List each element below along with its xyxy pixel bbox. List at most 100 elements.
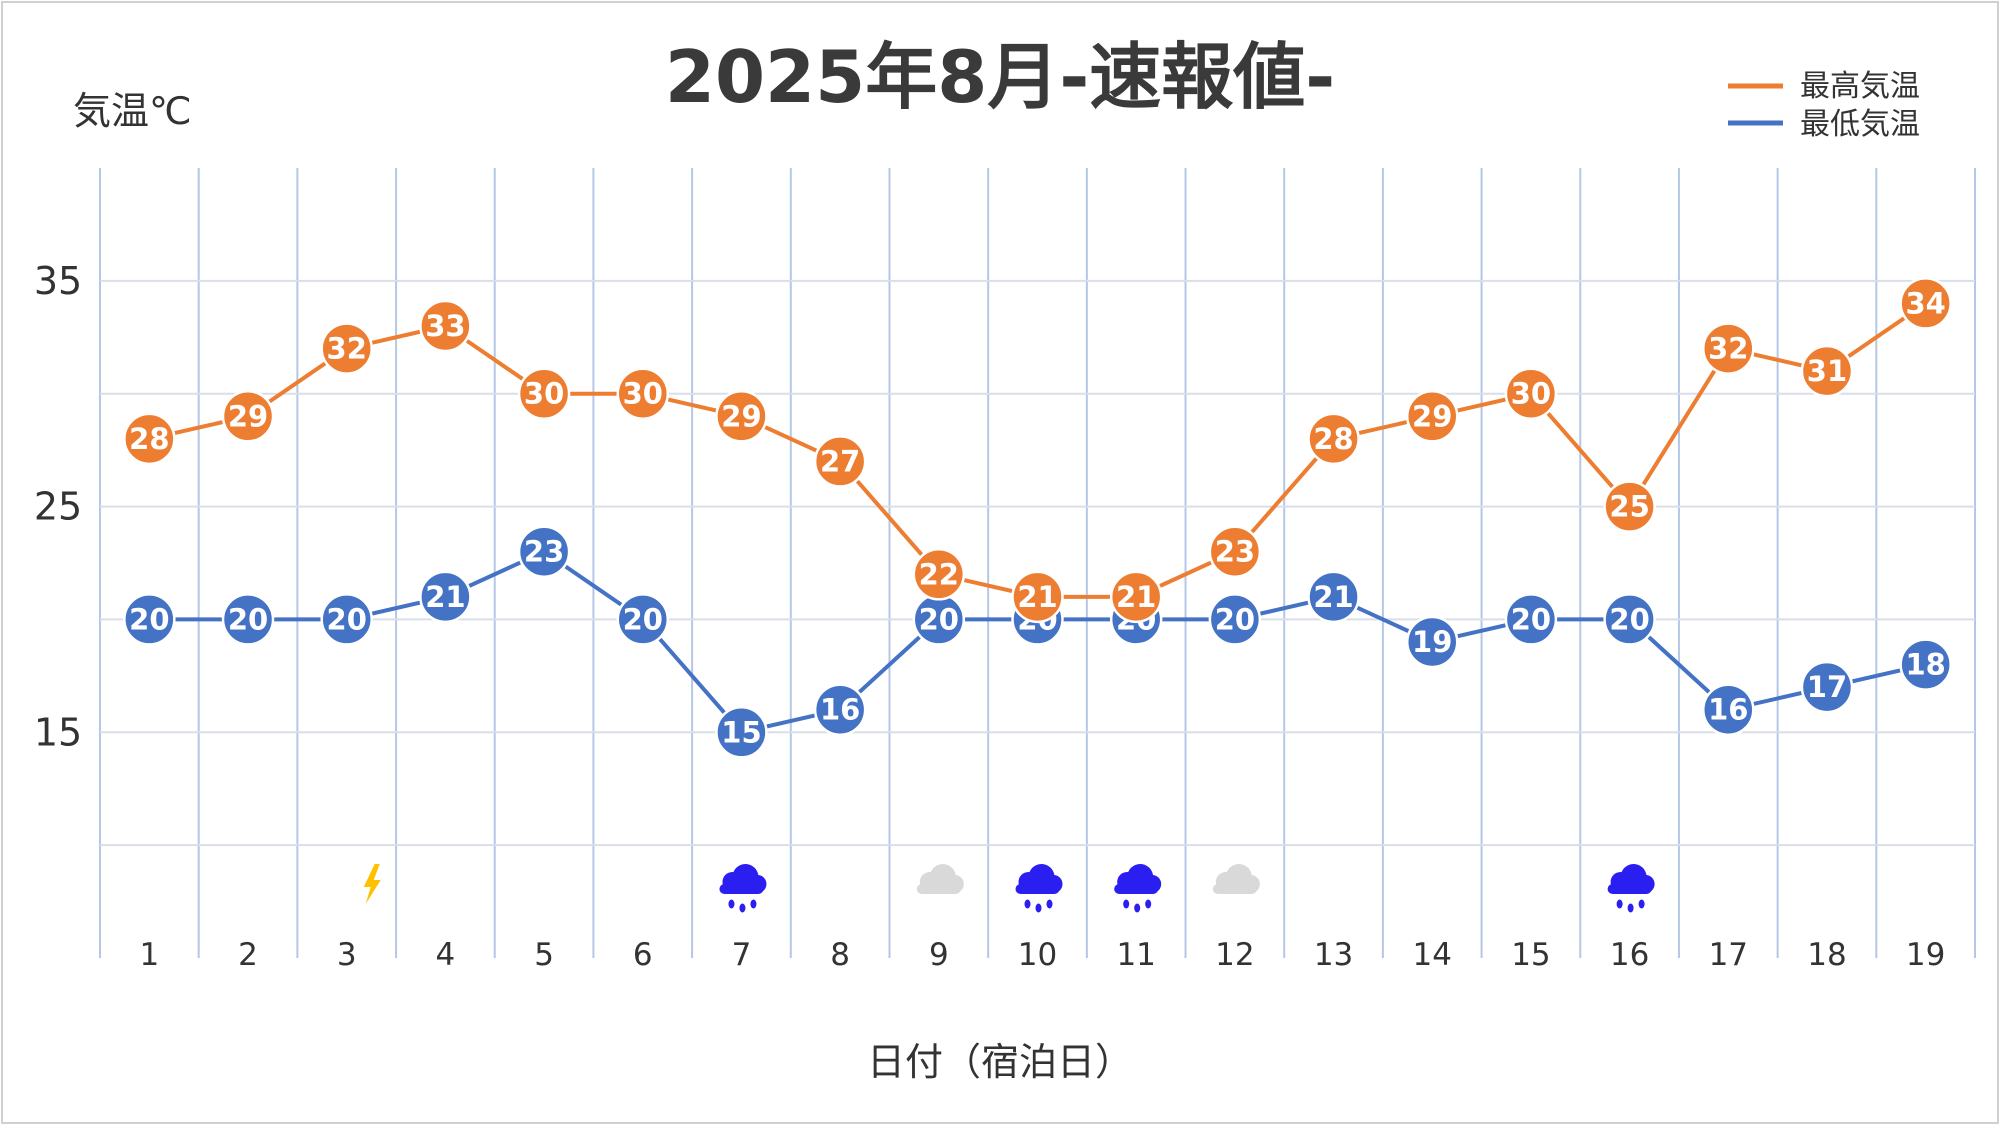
data-label: 27 <box>820 444 860 478</box>
x-tick-label: 16 <box>1610 937 1649 973</box>
data-point <box>221 593 275 646</box>
data-label: 22 <box>919 557 959 591</box>
data-label: 30 <box>623 377 663 411</box>
data-label: 20 <box>623 602 663 636</box>
y-axis-label: 気温℃ <box>73 89 192 133</box>
series-max: 28 29 32 33 30 30 29 27 22 21 21 23 28 29 30 25 32 31 34 <box>123 277 1952 624</box>
x-axis-ticks: 1 2 3 4 5 6 7 8 9 10 11 12 13 14 15 16 17 18 19 <box>139 937 1945 973</box>
data-point <box>1800 660 1854 714</box>
data-label: 18 <box>1905 648 1945 682</box>
data-point <box>616 593 670 646</box>
data-label: 25 <box>1609 490 1649 524</box>
rain-icon <box>1114 864 1162 913</box>
data-point <box>1800 344 1854 398</box>
data-label: 20 <box>1511 602 1551 636</box>
data-point <box>1603 480 1656 533</box>
data-label: 17 <box>1807 670 1847 704</box>
data-label: 15 <box>721 715 761 749</box>
data-point <box>1702 322 1755 375</box>
data-label: 21 <box>425 580 465 614</box>
x-tick-label: 9 <box>929 937 949 973</box>
weather-icons <box>363 864 1655 913</box>
data-label: 16 <box>820 693 860 727</box>
data-point <box>813 683 867 736</box>
data-label: 29 <box>1412 399 1452 433</box>
x-tick-label: 17 <box>1709 937 1748 973</box>
x-tick-label: 7 <box>732 937 752 973</box>
data-label: 21 <box>1313 580 1353 614</box>
data-label: 28 <box>129 422 169 456</box>
data-point <box>320 593 373 646</box>
y-tick-label: 15 <box>34 710 82 754</box>
data-label: 20 <box>919 602 959 636</box>
x-tick-label: 4 <box>436 937 456 973</box>
rain-icon <box>1015 864 1063 913</box>
data-point <box>813 435 867 488</box>
data-point <box>123 593 176 646</box>
data-point <box>320 322 373 375</box>
data-point <box>715 706 768 759</box>
rain-icon <box>719 864 767 913</box>
series-line <box>148 301 1927 599</box>
data-point <box>419 299 472 353</box>
series-layer: 2020202123201516202020202119202016171828… <box>123 277 1952 759</box>
data-label: 32 <box>327 332 367 366</box>
data-point <box>517 367 571 420</box>
lightning-icon <box>363 864 381 904</box>
data-point <box>1208 593 1262 646</box>
data-point <box>1603 593 1656 646</box>
x-tick-label: 10 <box>1018 937 1057 973</box>
data-label: 32 <box>1708 332 1748 366</box>
x-tick-label: 19 <box>1906 937 1945 973</box>
x-axis-label: 日付（宿泊日） <box>867 1040 1133 1084</box>
legend-label-min: 最低気温 <box>1800 107 1920 142</box>
data-label: 20 <box>129 602 169 636</box>
data-point <box>1702 683 1755 736</box>
data-point <box>517 525 571 578</box>
data-label: 23 <box>1215 535 1255 569</box>
cloud-icon <box>916 864 964 894</box>
data-point <box>715 390 768 443</box>
data-label: 16 <box>1708 693 1748 727</box>
x-tick-label: 5 <box>534 937 554 973</box>
x-tick-label: 1 <box>139 937 159 973</box>
data-point <box>1405 615 1459 669</box>
data-label: 20 <box>1215 602 1255 636</box>
data-point <box>1011 570 1064 624</box>
data-label: 34 <box>1905 286 1945 320</box>
data-point <box>912 548 966 601</box>
x-tick-label: 15 <box>1511 937 1550 973</box>
data-label: 23 <box>524 535 564 569</box>
x-tick-label: 13 <box>1314 937 1353 973</box>
x-tick-label: 6 <box>633 937 653 973</box>
data-point <box>1307 412 1360 466</box>
y-axis-ticks: 15 25 35 <box>34 259 82 754</box>
data-label: 31 <box>1807 354 1847 388</box>
data-point <box>123 412 176 466</box>
data-label: 20 <box>327 602 367 636</box>
rain-icon <box>1607 864 1655 913</box>
y-tick-label: 25 <box>34 485 82 529</box>
x-tick-label: 14 <box>1413 937 1452 973</box>
data-point <box>1208 525 1262 578</box>
data-label: 20 <box>1609 602 1649 636</box>
x-tick-label: 11 <box>1116 937 1155 973</box>
data-point <box>1504 367 1558 420</box>
data-point <box>1899 638 1952 691</box>
data-label: 21 <box>1017 580 1057 614</box>
data-label: 28 <box>1313 422 1353 456</box>
data-point <box>616 367 670 420</box>
data-point <box>419 570 472 624</box>
x-tick-label: 8 <box>830 937 850 973</box>
data-point <box>1307 570 1360 624</box>
chart-title: 2025年8月-速報値- <box>665 35 1335 119</box>
legend: 最高気温 最低気温 <box>1728 69 1920 142</box>
data-point <box>1109 570 1163 624</box>
x-tick-label: 3 <box>337 937 357 973</box>
data-point <box>1504 593 1558 646</box>
x-tick-label: 2 <box>238 937 258 973</box>
grid <box>99 168 1976 958</box>
data-label: 30 <box>1511 377 1551 411</box>
